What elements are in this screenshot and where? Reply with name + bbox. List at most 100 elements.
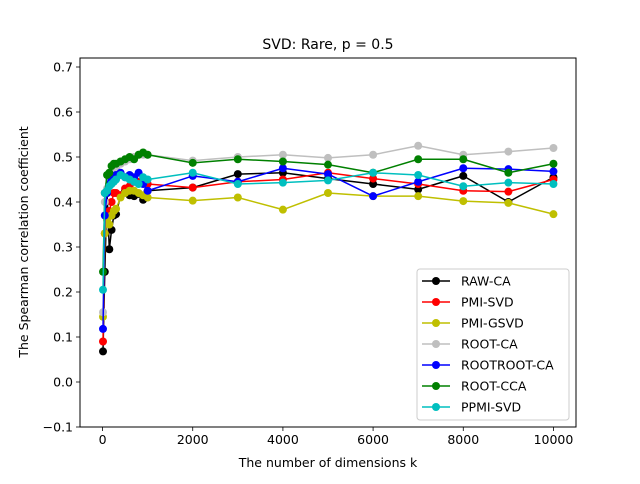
data-point-ppmi-svd [414, 171, 423, 179]
data-point-rootroot-ca [369, 192, 378, 201]
data-point-rootroot-ca [414, 177, 423, 186]
data-point-pmi-svd [188, 183, 197, 192]
data-point-root-cca [504, 168, 513, 177]
y-tick-label: −0.1 [43, 420, 73, 435]
data-point-rootroot-ca [278, 164, 287, 173]
legend-swatch-marker [432, 340, 440, 348]
data-point-root-cca [324, 160, 332, 169]
data-point-ppmi-svd [233, 180, 242, 188]
data-point-rootroot-ca [459, 164, 468, 173]
x-axis-ticks: 0 2000 4000 6000 8000 10000 [99, 427, 574, 447]
legend-swatch-marker [432, 403, 440, 411]
data-point-root-ca [549, 144, 558, 152]
y-tick-label: 0.1 [53, 330, 73, 345]
x-axis-label: The number of dimensions k [238, 455, 418, 470]
data-point-ppmi-svd [549, 180, 558, 188]
data-point-root-cca [143, 150, 152, 159]
data-point-ppmi-svd [324, 176, 332, 185]
legend-entry-pmi-gsvd: PMI-GSVD [422, 316, 524, 331]
legend-label: ROOTROOT-CA [461, 358, 554, 373]
legend-entry-raw-ca: RAW-CA [422, 274, 511, 289]
data-point-ppmi-svd [143, 175, 152, 184]
data-point-root-ca [278, 150, 287, 159]
legend-entry-pmi-svd: PMI-SVD [422, 295, 514, 310]
data-point-rootroot-ca [549, 167, 558, 176]
data-point-root-cca [105, 168, 114, 177]
data-point-root-cca [233, 155, 242, 164]
data-point-pmi-svd [504, 187, 513, 196]
data-point-raw-ca [99, 347, 107, 356]
data-point-root-cca [414, 155, 423, 164]
data-point-pmi-gsvd [278, 205, 287, 214]
data-point-root-cca [549, 159, 558, 168]
chart-title: SVD: Rare, p = 0.5 [262, 37, 393, 53]
data-point-raw-ca [459, 171, 468, 180]
legend-swatch-marker [432, 319, 440, 327]
x-tick-label: 10000 [534, 432, 574, 447]
x-tick-label: 6000 [357, 432, 389, 447]
data-point-raw-ca [105, 245, 114, 254]
data-point-pmi-svd [369, 174, 378, 183]
legend-label: PMI-GSVD [461, 316, 524, 331]
data-point-ppmi-svd [504, 178, 513, 187]
data-point-raw-ca [233, 170, 242, 179]
legend: RAW-CA PMI-SVD PMI-GSVD ROOT-CA ROOTROOT-CA R… [416, 268, 570, 421]
data-point-root-ca [324, 153, 332, 162]
data-point-pmi-svd [99, 337, 107, 346]
data-point-root-cca [188, 158, 197, 167]
data-point-ppmi-svd [369, 168, 378, 177]
data-point-pmi-gsvd [105, 220, 114, 229]
y-tick-label: 0.7 [53, 60, 73, 75]
data-point-rootroot-ca [99, 324, 107, 333]
data-point-ppmi-svd [188, 168, 197, 177]
data-point-pmi-gsvd [324, 189, 332, 197]
legend-label: PMI-SVD [461, 295, 514, 310]
data-point-root-ca [414, 141, 423, 150]
data-point-ppmi-svd [278, 178, 287, 187]
series-ppmi-svd [99, 168, 558, 294]
legend-swatch-marker [432, 382, 440, 390]
legend-label: ROOT-CA [461, 337, 518, 352]
data-point-root-cca [459, 155, 468, 164]
y-tick-label: 0.5 [53, 150, 73, 165]
y-tick-label: 0.2 [53, 285, 73, 300]
legend-entry-rootroot-ca: ROOTROOT-CA [422, 358, 554, 373]
x-tick-label: 4000 [267, 432, 299, 447]
y-axis-label: The Spearman correlation coefficient [16, 126, 31, 358]
legend-label: ROOT-CCA [461, 379, 527, 394]
data-point-pmi-gsvd [233, 193, 242, 202]
data-point-root-cca [278, 157, 287, 166]
legend-label: RAW-CA [461, 274, 511, 289]
data-point-pmi-gsvd [143, 193, 152, 202]
legend-entry-root-cca: ROOT-CCA [422, 379, 527, 394]
axes-frame [79, 57, 577, 428]
legend-entry-root-ca: ROOT-CA [422, 337, 518, 352]
data-point-rootroot-ca [324, 170, 332, 179]
data-point-ppmi-svd [134, 180, 143, 188]
legend-swatch-marker [432, 298, 440, 306]
data-point-ppmi-svd [99, 285, 107, 294]
data-point-pmi-gsvd [188, 196, 197, 205]
data-point-ppmi-svd [459, 182, 468, 191]
x-tick-label: 8000 [447, 432, 479, 447]
legend-box [416, 268, 570, 421]
data-point-root-ca [504, 147, 513, 156]
data-point-pmi-gsvd [112, 204, 121, 213]
legend-swatch-marker [432, 277, 440, 285]
y-tick-label: 0.6 [53, 105, 73, 120]
y-tick-label: 0.4 [53, 195, 73, 210]
legend-swatch-marker [432, 361, 440, 369]
x-tick-label: 2000 [177, 432, 209, 447]
y-tick-label: 0.0 [53, 375, 73, 390]
x-tick-label: 0 [99, 432, 107, 447]
data-point-pmi-gsvd [504, 198, 513, 207]
data-point-rootroot-ca [143, 186, 152, 195]
data-point-pmi-gsvd [414, 192, 423, 201]
legend-entry-ppmi-svd: PPMI-SVD [422, 400, 521, 415]
y-tick-label: 0.3 [53, 240, 73, 255]
y-axis-ticks: −0.1 0.0 0.1 0.2 0.3 0.4 0.5 0.6 0.7 [43, 60, 80, 435]
data-point-pmi-gsvd [459, 197, 468, 206]
legend-label: PPMI-SVD [461, 400, 521, 415]
